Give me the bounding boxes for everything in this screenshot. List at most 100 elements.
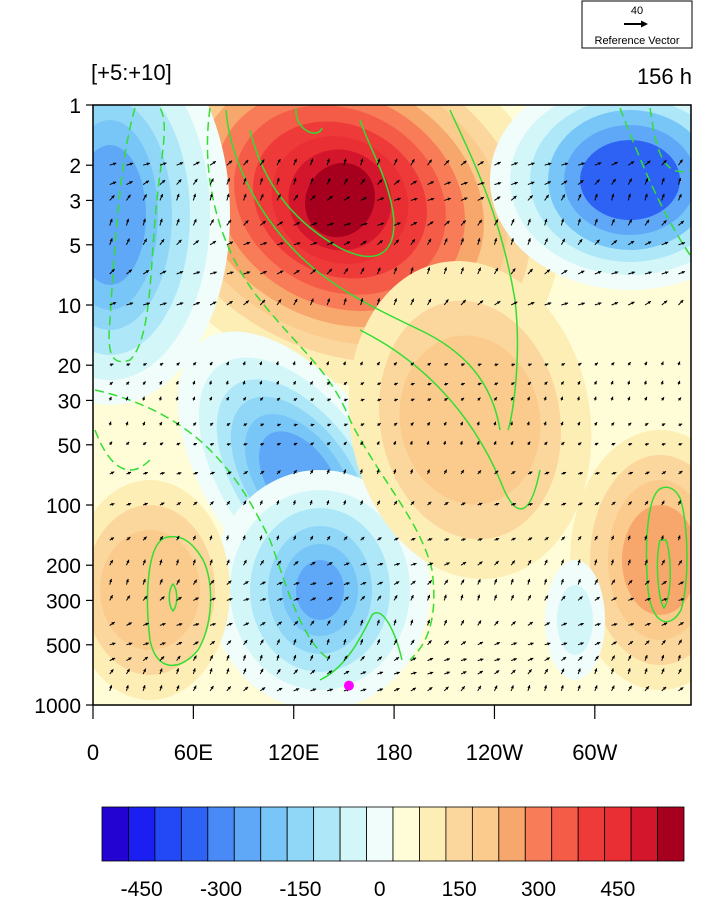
wind-vector-head [511,560,515,564]
wind-vector-head [326,442,331,446]
wind-vector-head [544,218,548,223]
wind-vector-head [112,181,117,185]
wind-vector-head [594,442,599,446]
wind-vector-head [193,501,198,505]
wind-vector-head [277,194,281,198]
wind-vector-head [113,162,117,166]
y-tick-label: 300 [46,590,81,613]
wind-vector-head [528,537,533,541]
wind-vector-head [111,502,115,506]
wind-vector-head [225,396,229,401]
wind-vector-head [495,538,500,541]
field-contour-4-5 [296,560,344,620]
wind-vector-head [627,535,631,539]
wind-vector-head [528,560,532,564]
wind-vector-head [126,668,130,673]
wind-vector-head [477,594,481,599]
wind-vector-head [379,671,384,675]
wind-vector-head [360,423,365,427]
wind-vector-head [294,621,298,625]
wind-vector-head [563,180,568,184]
wind-vector-head [545,537,549,541]
wind-vector-head [461,99,464,102]
wind-vector-head [677,654,681,659]
wind-vector-head [296,270,300,274]
wind-vector-head [262,221,266,225]
wind-vector-head [278,621,282,625]
wind-vector-head [443,594,447,599]
wind-vector-head [410,298,414,303]
wind-vector-head [310,298,314,302]
wind-vector-head [177,655,181,660]
colorbar-bin [101,806,129,862]
wind-vector-head [596,597,600,601]
contour-dashed-west-2 [206,107,435,661]
colorbar-bin [630,806,658,862]
wind-vector-head [226,423,231,427]
wind-vector-head [644,668,648,672]
wind-vector-head [546,269,551,273]
wind-vector-head [663,622,668,626]
wind-vector-head [361,656,365,660]
wind-vector-head [110,471,115,475]
wind-vector-head [644,193,648,198]
colorbar-bin [286,806,315,862]
wind-vector-head [327,178,331,182]
wind-vector-head [628,685,632,690]
wind-vector-head [111,195,115,199]
wind-vector-head [412,657,417,661]
wind-vector-head [309,639,313,643]
wind-vector-head [663,220,667,224]
wind-vector-head [579,471,583,475]
wind-vector-head [528,669,532,673]
colorbar-bin [339,806,367,862]
wind-vector-head [360,158,364,162]
wind-vector-head [346,241,351,245]
wind-vector-head [644,655,648,659]
wind-vector-head [495,620,499,625]
wind-vector-head [627,668,631,672]
wind-vector-head [327,536,331,540]
wind-vector-head [677,380,681,385]
wind-vector-head [646,219,650,224]
wind-vector-head [395,239,399,243]
wind-vector-head [230,271,234,275]
wind-vector-head [128,269,132,273]
wind-vector-head [259,380,263,385]
wind-vector-head [678,668,682,673]
wind-vector-head [262,581,266,585]
wind-vector-head [661,654,665,659]
wind-vector-head [393,619,397,623]
colorbar-bin [498,806,526,862]
wind-vector-head [680,622,684,626]
wind-vector-head [276,535,280,539]
wind-vector-head [545,194,549,199]
wind-vector-head [276,500,280,504]
wind-vector-head [176,193,180,198]
wind-vector-head [312,688,317,692]
wind-vector-head [561,668,565,673]
wind-vector-head [610,396,614,401]
wind-vector-head [293,177,297,182]
wind-vector-head [479,561,483,565]
wind-vector-head [547,642,551,646]
wind-vector-head [412,687,416,691]
wind-vector-head [129,181,133,185]
colorbar-tick-label: -150 [279,878,321,898]
wind-vector-head [361,596,365,600]
wind-vector-head [494,578,498,583]
wind-vector-head [593,396,597,400]
wind-vector-head [129,302,134,306]
wind-vector-head [144,595,148,600]
colorbar-bin [233,806,262,862]
wind-vector-head [242,535,246,539]
wind-vector-head [209,193,213,198]
wind-vector-head [329,196,333,200]
wind-vector-head [530,101,533,104]
wind-vector-head [459,440,463,445]
y-tick-label: 5 [69,235,81,258]
wind-vector-head [410,594,414,599]
wind-vector [477,105,479,106]
wind-vector-head [445,640,449,644]
wind-vector-head [543,685,548,689]
